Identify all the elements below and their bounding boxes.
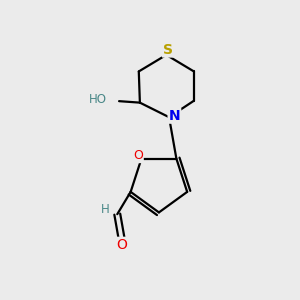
Text: O: O <box>133 149 143 162</box>
Text: S: S <box>163 43 173 56</box>
Text: H: H <box>100 203 109 216</box>
Text: HO: HO <box>89 93 107 106</box>
Text: O: O <box>116 238 127 252</box>
Text: N: N <box>169 109 180 123</box>
